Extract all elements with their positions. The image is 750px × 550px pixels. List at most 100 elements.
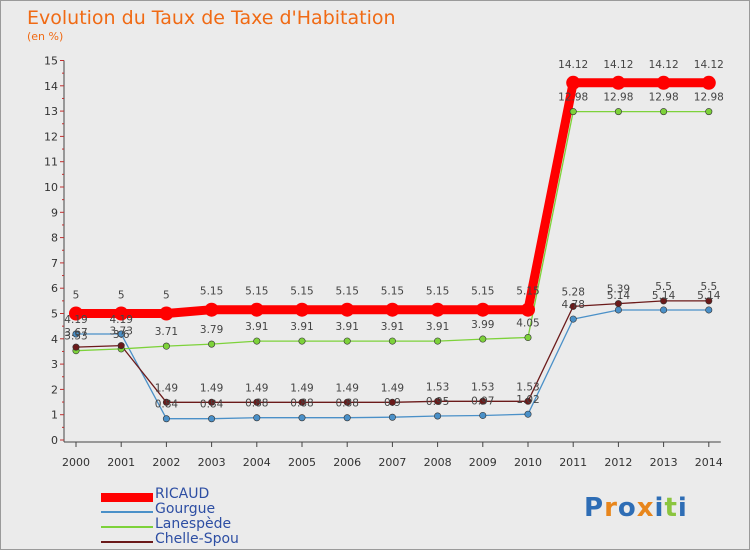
data-label: 0.84 xyxy=(155,399,179,411)
series-lines xyxy=(71,78,714,420)
data-label: 3.91 xyxy=(290,321,313,333)
x-tick-label: 2004 xyxy=(243,456,271,469)
data-label: 1.53 xyxy=(516,381,539,393)
data-point xyxy=(298,414,306,422)
data-point xyxy=(701,75,716,90)
legend-swatch xyxy=(101,526,153,528)
data-label: 14.12 xyxy=(603,59,633,71)
data-point xyxy=(434,397,442,405)
data-label: 3.91 xyxy=(426,321,449,333)
data-label: 3.67 xyxy=(64,327,87,339)
chart-title: Evolution du Taux de Taxe d'Habitation xyxy=(27,7,396,29)
y-tick-label: 13 xyxy=(44,105,58,118)
data-label: 1.53 xyxy=(471,381,494,393)
data-label: 5.14 xyxy=(697,290,721,302)
data-labels: 5 5 5 5.15 5.15 5.15 5.15 5.15 5.15 5.15 5.15 14.12… xyxy=(64,59,724,411)
data-point xyxy=(162,398,170,406)
data-label: 5.28 xyxy=(562,286,585,298)
y-tick-label: 12 xyxy=(44,130,58,143)
data-label: 14.12 xyxy=(649,59,679,71)
legend-label: Gourgue xyxy=(155,501,216,517)
legend-label: RICAUD xyxy=(155,486,210,502)
y-tick-label: 6 xyxy=(51,282,58,295)
y-axis-unit: (en %) xyxy=(27,30,64,43)
data-point xyxy=(114,306,129,321)
data-point xyxy=(249,302,264,317)
logo-letter: i xyxy=(654,493,665,523)
y-tick-label: 7 xyxy=(51,257,58,270)
x-tick-label: 2014 xyxy=(695,456,723,469)
data-point xyxy=(208,415,216,423)
data-point xyxy=(566,75,581,90)
data-label: 12.98 xyxy=(558,92,588,104)
data-label: 3.91 xyxy=(245,321,268,333)
x-tick-label: 2013 xyxy=(650,456,678,469)
y-tick-label: 10 xyxy=(44,181,58,194)
data-point xyxy=(656,75,671,90)
data-label: 1.49 xyxy=(245,382,268,394)
logo-letter: t xyxy=(664,493,678,523)
data-point xyxy=(611,75,626,90)
y-tick-label: 4 xyxy=(51,333,58,346)
legend-swatch xyxy=(101,492,153,502)
data-label: 0.88 xyxy=(245,398,268,410)
data-point xyxy=(569,315,577,323)
data-point xyxy=(434,412,442,420)
logo-letter: r xyxy=(604,493,618,523)
data-label: 3.6 xyxy=(113,329,130,341)
data-label: 5.15 xyxy=(426,286,449,298)
data-label: 0.97 xyxy=(471,395,494,407)
y-tick-label: 0 xyxy=(51,434,58,447)
data-label: 3.73 xyxy=(110,326,133,338)
data-point xyxy=(660,306,668,314)
data-point xyxy=(388,337,396,345)
data-label: 1.49 xyxy=(336,382,359,394)
data-point xyxy=(253,414,261,422)
data-label: 5.15 xyxy=(516,286,539,298)
data-label: 4.05 xyxy=(516,318,539,330)
data-point xyxy=(298,398,306,406)
data-label: 5 xyxy=(163,290,170,302)
data-point xyxy=(524,397,532,405)
legend-swatch xyxy=(101,541,153,543)
data-label: 5.39 xyxy=(607,284,630,296)
data-label: 0.84 xyxy=(200,399,224,411)
data-point xyxy=(705,108,713,116)
data-point xyxy=(253,337,261,345)
data-point xyxy=(521,302,535,317)
data-label: 5.15 xyxy=(336,286,359,298)
x-tick-label: 2010 xyxy=(514,456,542,469)
data-label: 4.19 xyxy=(110,314,133,326)
data-label: 5 xyxy=(118,290,125,302)
y-tick-label: 1 xyxy=(51,409,58,422)
data-point xyxy=(343,398,351,406)
data-label: 3.91 xyxy=(381,321,404,333)
x-tick-label: 2012 xyxy=(604,456,632,469)
data-label: 1.49 xyxy=(200,382,223,394)
data-label: 4.19 xyxy=(64,314,87,326)
data-label: 5.5 xyxy=(655,281,672,293)
series-line-ricaud xyxy=(71,78,714,318)
y-tick-label: 11 xyxy=(44,156,58,169)
data-label: 12.98 xyxy=(694,92,724,104)
data-label: 12.98 xyxy=(603,92,633,104)
data-label: 5 xyxy=(73,290,80,302)
x-tick-label: 2002 xyxy=(152,456,180,469)
data-label: 0.95 xyxy=(426,396,449,408)
data-point xyxy=(479,411,487,419)
data-point xyxy=(298,337,306,345)
data-label: 5.15 xyxy=(200,286,223,298)
data-point xyxy=(72,330,80,338)
data-label: 5.14 xyxy=(652,290,676,302)
logo-letter: x xyxy=(636,493,655,523)
data-point xyxy=(705,306,713,314)
data-label: 14.12 xyxy=(694,59,724,71)
data-label: 5.14 xyxy=(607,290,631,302)
x-tick-label: 2011 xyxy=(559,456,587,469)
y-tick-label: 5 xyxy=(51,308,58,321)
data-label: 0.88 xyxy=(336,398,359,410)
x-tick-label: 2009 xyxy=(469,456,497,469)
data-label: 5.15 xyxy=(471,286,494,298)
data-point xyxy=(117,330,125,338)
